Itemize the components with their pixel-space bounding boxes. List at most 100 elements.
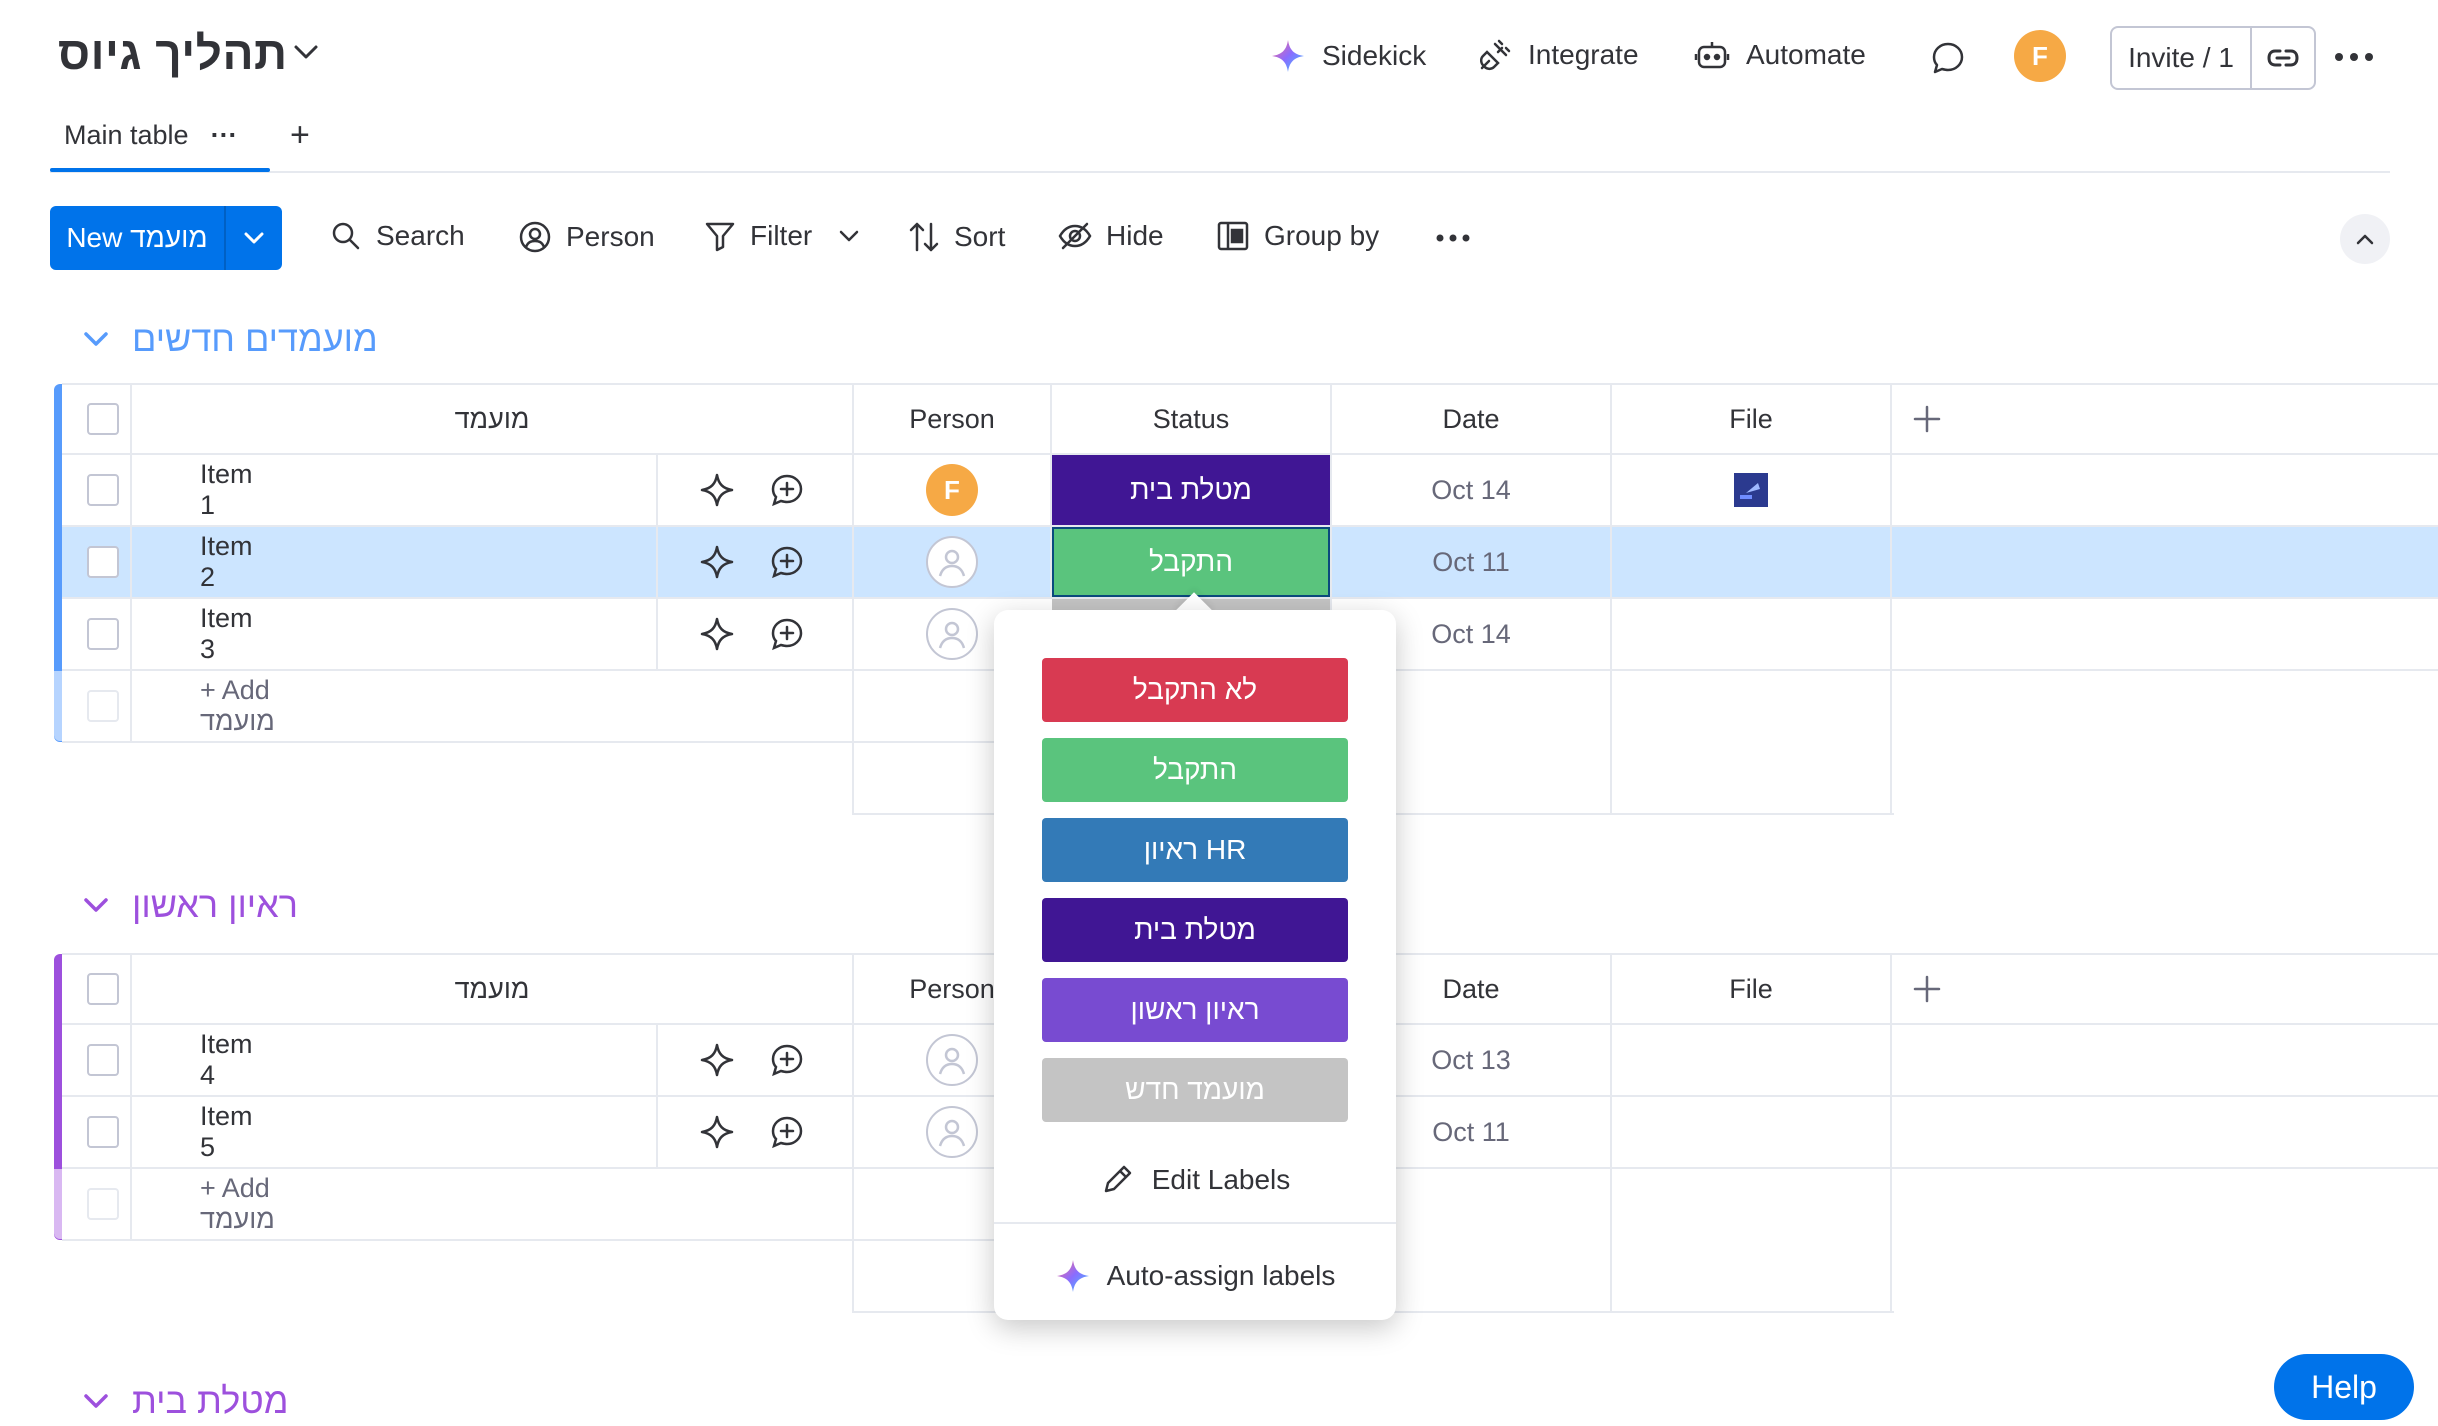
more-options-icon[interactable]	[2334, 52, 2374, 62]
add-update-icon[interactable]	[764, 1097, 810, 1167]
person-cell[interactable]	[854, 599, 1050, 669]
column-header-person[interactable]: Person	[909, 973, 995, 1004]
avatar: F	[926, 464, 978, 516]
automate-button[interactable]: Automate	[1694, 38, 1866, 72]
column-header-date[interactable]: Date	[1442, 403, 1500, 434]
add-update-icon[interactable]	[764, 1025, 810, 1095]
hide-button[interactable]: Hide	[1058, 220, 1164, 252]
status-option-accepted[interactable]: התקבל	[1042, 738, 1348, 802]
chevron-down-icon[interactable]	[82, 330, 110, 348]
status-option-new-candidate[interactable]: מועמד חדש	[1042, 1058, 1348, 1122]
add-item-button[interactable]: + Add מועמד	[200, 1173, 275, 1234]
row-checkbox[interactable]	[76, 1097, 130, 1167]
person-cell[interactable]	[854, 527, 1050, 597]
pencil-icon	[1104, 1165, 1131, 1193]
person-circle-icon	[519, 221, 551, 253]
new-item-button[interactable]: New מועמד	[50, 206, 282, 270]
integrate-button[interactable]: Integrate	[1478, 38, 1639, 72]
robot-icon	[1694, 42, 1730, 69]
column-header-file[interactable]: File	[1729, 973, 1773, 1004]
chevron-up-icon	[2356, 234, 2374, 245]
column-header-name[interactable]: מועמד	[454, 973, 530, 1004]
date-cell[interactable]: Oct 13	[1431, 1044, 1511, 1075]
item-name[interactable]: Item 1	[200, 459, 253, 520]
date-cell[interactable]: Oct 14	[1431, 618, 1511, 649]
invite-button[interactable]: Invite / 1	[2110, 26, 2316, 90]
status-cell[interactable]: מטלת בית	[1052, 455, 1330, 525]
add-update-icon[interactable]	[764, 599, 810, 669]
collapse-header-button[interactable]	[2340, 214, 2390, 264]
auto-assign-label: Auto-assign labels	[1106, 1260, 1336, 1291]
column-header-date[interactable]: Date	[1442, 973, 1500, 1004]
status-option-rejected[interactable]: לא התקבל	[1042, 658, 1348, 722]
date-cell[interactable]: Oct 11	[1432, 546, 1510, 577]
ai-sparkle-icon[interactable]	[694, 1025, 740, 1095]
select-all-checkbox[interactable]	[76, 384, 130, 454]
chevron-down-icon[interactable]	[292, 42, 320, 62]
board-title[interactable]: תהליך גיוס	[58, 27, 288, 79]
ai-sparkle-icon[interactable]	[694, 599, 740, 669]
toolbar-more-icon[interactable]	[1436, 234, 1470, 242]
chevron-down-icon[interactable]	[82, 896, 110, 914]
row-checkbox[interactable]	[76, 455, 130, 525]
select-all-checkbox[interactable]	[76, 954, 130, 1024]
group-title-new-candidates[interactable]: מועמדים חדשים	[82, 318, 378, 360]
add-update-icon[interactable]	[764, 527, 810, 597]
column-header-status[interactable]: Status	[1152, 403, 1230, 434]
add-item-button[interactable]: + Add מועמד	[200, 675, 275, 736]
person-cell[interactable]	[854, 1025, 1050, 1095]
tab-main-table[interactable]: Main table ···	[64, 120, 238, 151]
hide-label: Hide	[1106, 220, 1164, 251]
group-title-homework[interactable]: מטלת בית	[82, 1380, 289, 1422]
file-thumbnail-icon[interactable]	[1734, 473, 1768, 507]
file-cell[interactable]	[1612, 455, 1890, 525]
date-cell[interactable]: Oct 14	[1431, 474, 1511, 505]
ai-sparkle-icon[interactable]	[694, 1097, 740, 1167]
avatar[interactable]: F	[2014, 30, 2066, 82]
status-cell-selected[interactable]: התקבל	[1052, 527, 1330, 597]
filter-button[interactable]: Filter	[704, 220, 874, 252]
add-column-icon[interactable]	[1892, 384, 1962, 454]
item-name[interactable]: Item 2	[200, 531, 253, 592]
item-name[interactable]: Item 4	[200, 1029, 253, 1090]
tab-more-icon[interactable]: ···	[210, 120, 238, 150]
person-filter-button[interactable]: Person	[518, 220, 655, 254]
search-button[interactable]: Search	[330, 220, 465, 252]
sidekick-button[interactable]: Sidekick	[1270, 38, 1426, 74]
column-header-file[interactable]: File	[1729, 403, 1773, 434]
status-option-homework[interactable]: מטלת בית	[1042, 898, 1348, 962]
empty-person-icon	[926, 1034, 978, 1086]
status-option-hr-interview[interactable]: ראיון HR	[1042, 818, 1348, 882]
person-cell[interactable]: F	[854, 455, 1050, 525]
group-title-first-interview[interactable]: ראיון ראשון	[82, 884, 298, 926]
chevron-down-icon[interactable]	[82, 1392, 110, 1410]
link-icon[interactable]	[2252, 28, 2314, 88]
group-color-bar	[54, 954, 62, 1240]
filter-chevron-icon[interactable]	[838, 229, 860, 243]
row-checkbox[interactable]	[76, 599, 130, 669]
add-update-icon[interactable]	[764, 455, 810, 525]
item-name[interactable]: Item 3	[200, 603, 253, 664]
column-header-person[interactable]: Person	[909, 403, 995, 434]
column-header-name[interactable]: מועמד	[454, 403, 530, 434]
help-button[interactable]: Help	[2274, 1354, 2414, 1420]
add-view-button[interactable]: +	[290, 116, 310, 154]
item-name[interactable]: Item 5	[200, 1101, 253, 1162]
new-item-chevron-icon[interactable]	[226, 206, 282, 270]
add-column-icon[interactable]	[1892, 954, 1962, 1024]
ai-sparkle-icon[interactable]	[694, 455, 740, 525]
updates-chat-icon[interactable]	[1930, 40, 1966, 76]
group-by-button[interactable]: Group by	[1216, 220, 1379, 252]
auto-assign-labels-button[interactable]: Auto-assign labels	[994, 1246, 1396, 1306]
status-option-first-interview[interactable]: ראיון ראשון	[1042, 978, 1348, 1042]
sort-button[interactable]: Sort	[908, 220, 1005, 254]
person-cell[interactable]	[854, 1097, 1050, 1167]
sparkle-icon	[1056, 1260, 1089, 1292]
row-checkbox[interactable]	[76, 527, 130, 597]
edit-labels-button[interactable]: Edit Labels	[994, 1150, 1396, 1210]
row-checkbox[interactable]	[76, 1025, 130, 1095]
sidekick-label: Sidekick	[1322, 40, 1427, 71]
ai-sparkle-icon[interactable]	[694, 527, 740, 597]
date-cell[interactable]: Oct 11	[1432, 1116, 1510, 1147]
status-labels-popup: לא התקבל התקבל ראיון HR מטלת בית ראיון ר…	[994, 610, 1396, 1320]
